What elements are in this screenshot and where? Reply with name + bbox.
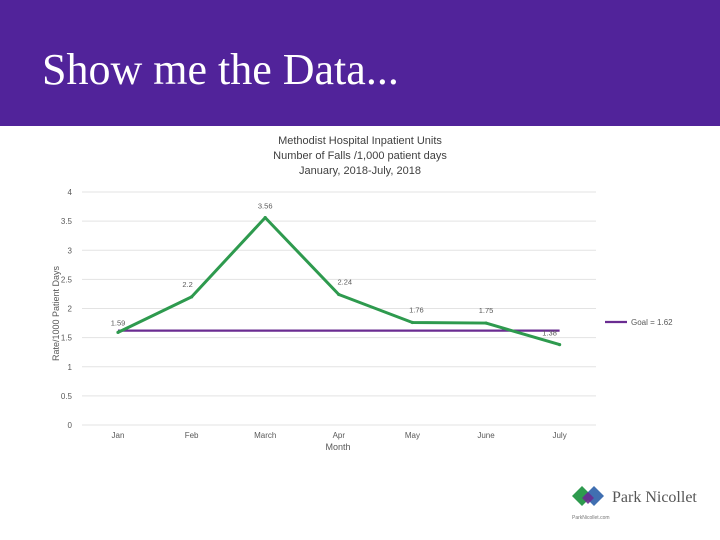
falls-line-chart: 0 0.5 1 1.5 2 2.5 3 3.5 4 Jan Feb March Apr May June Ju… — [51, 188, 673, 452]
x-tick-label: July — [552, 431, 566, 440]
logo-url: ParkNicollet.com — [572, 515, 610, 521]
data-label: 1.38 — [542, 329, 557, 338]
chart-title-line-1: Methodist Hospital Inpatient Units — [278, 135, 442, 147]
data-point — [263, 216, 267, 220]
legend-goal-label: Goal = 1.62 — [631, 318, 673, 327]
data-label: 1.75 — [479, 306, 494, 315]
data-label: 1.59 — [111, 318, 126, 327]
y-tick-label: 0 — [68, 421, 73, 430]
data-label: 3.56 — [258, 202, 273, 211]
x-tick-label: May — [405, 431, 420, 440]
y-tick-label: 1 — [68, 363, 73, 372]
x-tick-label: Apr — [333, 431, 346, 440]
logo-name: Park Nicollet — [612, 489, 697, 506]
y-tick-label: 3.5 — [61, 217, 73, 226]
y-tick-label: 0.5 — [61, 392, 73, 401]
chart-title: Methodist Hospital Inpatient Units Numbe… — [200, 134, 520, 179]
park-nicollet-diamond-icon — [572, 486, 604, 506]
data-label: 1.76 — [409, 305, 424, 314]
x-tick-label: Jan — [112, 431, 125, 440]
data-point — [190, 295, 194, 299]
data-label: 2.2 — [182, 280, 192, 289]
chart-title-line-2: Number of Falls /1,000 patient days — [273, 150, 447, 162]
data-point — [410, 320, 414, 325]
chart-title-line-3: January, 2018-July, 2018 — [299, 165, 421, 177]
x-axis-title: Month — [325, 442, 350, 452]
y-tick-label: 4 — [68, 188, 73, 197]
slide-title: Show me the Data... — [42, 45, 399, 94]
data-point — [337, 292, 341, 297]
title-banner: Show me the Data... — [0, 0, 720, 126]
x-tick-label: March — [254, 431, 276, 440]
data-point — [558, 343, 562, 347]
data-label: 2.24 — [337, 278, 352, 287]
data-point — [484, 321, 488, 325]
y-axis-title: Rate/1000 Patient Days — [51, 265, 61, 361]
x-tick-label: June — [477, 431, 495, 440]
y-tick-label: 2.5 — [61, 275, 73, 284]
y-tick-label: 2 — [68, 305, 73, 314]
data-point — [116, 330, 120, 334]
park-nicollet-logo: Park Nicollet ParkNicollet.com — [570, 484, 697, 524]
y-tick-label: 1.5 — [61, 334, 73, 343]
x-tick-label: Feb — [185, 431, 199, 440]
y-tick-label: 3 — [68, 246, 73, 255]
